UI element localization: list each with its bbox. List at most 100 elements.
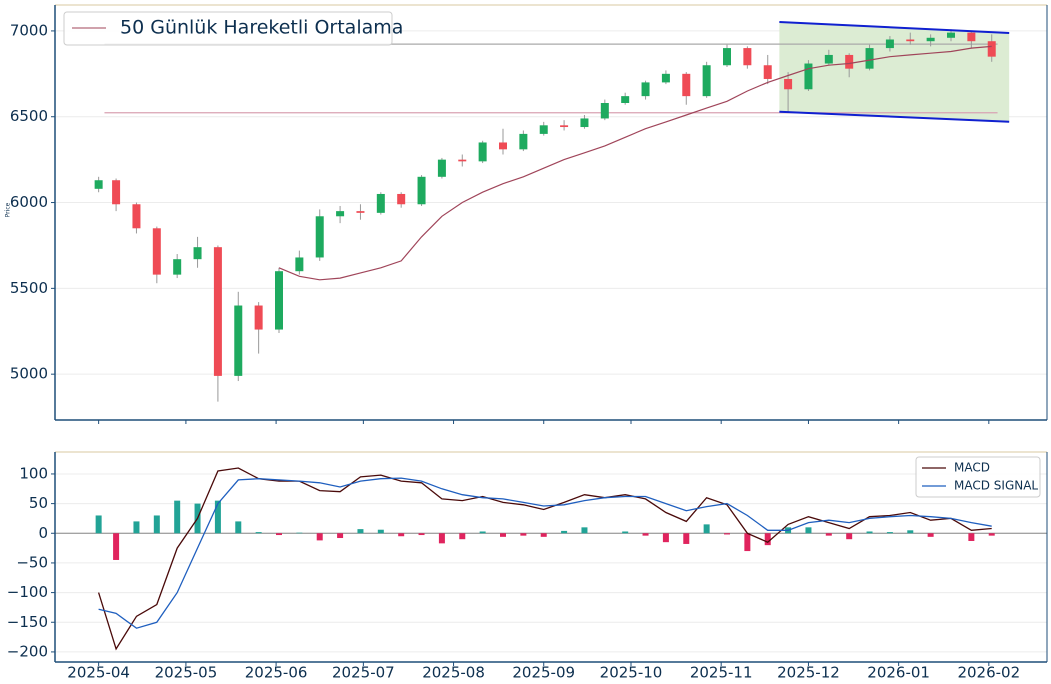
histogram-bar	[357, 529, 364, 534]
candle-body	[132, 204, 141, 229]
legend-label: MACD	[954, 461, 990, 475]
y-tick-label: 5000	[10, 365, 48, 383]
legend-label: MACD SIGNAL	[954, 479, 1038, 493]
histogram-bar	[255, 532, 262, 534]
histogram-bar	[520, 533, 527, 536]
histogram-bar	[683, 533, 690, 544]
candle-body	[94, 180, 103, 189]
candle-body	[417, 176, 426, 205]
y-tick-label: −200	[7, 642, 48, 660]
candle-body	[499, 142, 507, 150]
histogram-bar	[703, 524, 710, 534]
y-tick-label: 100	[19, 464, 48, 482]
y-tick-label: −100	[7, 583, 48, 601]
histogram-bar	[113, 533, 120, 560]
candle-body	[295, 257, 304, 272]
candle-body	[376, 193, 385, 213]
ma-line	[278, 45, 992, 281]
macd-line	[97, 467, 992, 651]
candle-body	[702, 65, 711, 97]
candle-body	[356, 211, 365, 213]
histogram-bar	[418, 533, 425, 536]
histogram-bar	[377, 529, 384, 534]
x-tick-label: 2026-02	[957, 664, 1020, 682]
x-tick-label: 2025-06	[245, 664, 308, 682]
candle-body	[682, 73, 691, 97]
candle-body	[763, 65, 772, 79]
x-tick-label: 2026-01	[867, 664, 930, 682]
histogram-bar	[581, 527, 588, 534]
y-tick-label: 5500	[10, 279, 48, 297]
candle-body	[580, 118, 589, 128]
histogram-bar	[968, 533, 975, 541]
candle-body	[661, 73, 670, 83]
histogram-bar	[561, 530, 568, 534]
histogram-bar	[540, 533, 547, 537]
channel-line	[779, 20, 1010, 34]
histogram-bar	[642, 533, 649, 536]
x-tick-label: 2025-05	[155, 664, 218, 682]
histogram-bar	[438, 533, 445, 544]
histogram-bar	[153, 515, 160, 534]
candle-body	[173, 259, 182, 275]
histogram-bar	[846, 533, 853, 540]
legend-box	[63, 11, 393, 46]
candle-body	[193, 247, 202, 260]
candle-body	[519, 133, 528, 150]
histogram-bar	[214, 500, 221, 534]
candle-body	[885, 39, 894, 49]
x-tick-label: 2025-11	[690, 664, 753, 682]
y-tick-label: 6000	[10, 193, 48, 211]
candle-body	[152, 228, 161, 275]
histogram-bar	[907, 530, 914, 534]
candle-body	[784, 78, 793, 90]
candle-body	[254, 305, 263, 330]
x-tick-label: 2025-07	[332, 664, 395, 682]
candle-body	[458, 159, 467, 162]
candle-body	[315, 216, 324, 258]
y-tick-label: 0	[38, 524, 48, 542]
y-tick-label: −150	[7, 613, 48, 631]
candle-body	[641, 82, 650, 97]
histogram-bar	[500, 533, 506, 537]
candle-body	[906, 39, 915, 42]
histogram-bar	[662, 533, 669, 543]
histogram-bar	[174, 500, 181, 534]
candle-body	[947, 32, 955, 38]
histogram-bar	[927, 533, 934, 537]
histogram-bar	[95, 515, 102, 534]
histogram-bar	[886, 532, 893, 534]
candle-body	[600, 103, 609, 119]
histogram-bar	[235, 521, 242, 534]
candle-body	[336, 211, 345, 217]
histogram-bar	[337, 533, 344, 539]
histogram-bar	[479, 531, 486, 534]
y-tick-label: 7000	[10, 21, 48, 39]
channel-area	[779, 21, 1010, 122]
legend-label: 50 Günlük Hareketli Ortalama	[120, 17, 403, 39]
candle-body	[824, 54, 833, 64]
histogram-bar	[296, 532, 303, 534]
histogram-bar	[276, 533, 282, 536]
candle-body	[987, 41, 996, 57]
candle-body	[621, 96, 630, 104]
histogram-bar	[133, 521, 140, 534]
x-tick-label: 2025-10	[600, 664, 663, 682]
x-tick-label: 2025-08	[422, 664, 485, 682]
candle-body	[845, 54, 854, 69]
candle-body	[723, 48, 731, 66]
y-axis-label: Price	[5, 202, 12, 217]
candle-body	[275, 271, 283, 330]
candle-body	[234, 305, 243, 376]
candle-body	[437, 159, 446, 177]
candle-body	[539, 125, 548, 134]
candle-body	[112, 180, 121, 205]
y-tick-label: −50	[16, 553, 48, 571]
histogram-bar	[866, 531, 873, 534]
macd-line	[98, 477, 992, 629]
candle-body	[865, 48, 874, 69]
candle-body	[478, 142, 487, 162]
histogram-bar	[398, 533, 405, 537]
y-tick-label: 6500	[10, 107, 48, 125]
x-tick-label: 2025-09	[512, 664, 575, 682]
